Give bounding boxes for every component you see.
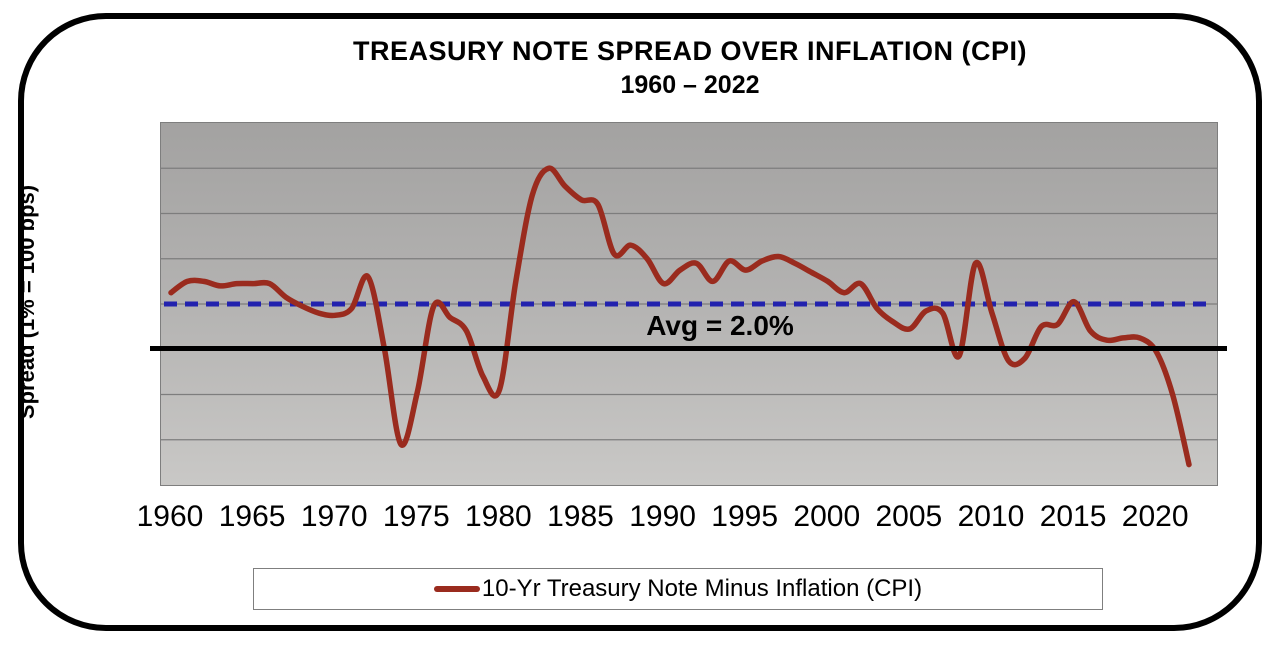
x-tick-label: 1960	[136, 500, 204, 533]
card-border	[18, 13, 1262, 631]
x-tick-label: 2005	[875, 500, 943, 533]
chart-line-svg	[161, 165, 1217, 468]
x-tick-label: 1990	[629, 500, 696, 533]
x-tick-label: 2020	[1121, 500, 1189, 533]
x-tick-label: 1995	[711, 500, 779, 533]
x-tick-label: 2000	[793, 500, 861, 533]
x-tick-label: 1980	[465, 500, 532, 533]
series-line	[168, 165, 1192, 468]
chart-subtitle: 1960 – 2022	[620, 71, 760, 99]
x-tick-label: 1975	[382, 500, 450, 533]
y-axis-title: Spread (1% = 100 bps)	[14, 184, 39, 420]
x-tick-label: 1970	[300, 500, 368, 533]
average-annotation: Avg = 2.0%	[646, 310, 794, 341]
chart-title: TREASURY NOTE SPREAD OVER INFLATION (CPI…	[352, 36, 1028, 66]
legend-label: 10-Yr Treasury Note Minus Inflation (CPI…	[481, 575, 923, 602]
zero-line	[150, 346, 1227, 351]
x-tick-label: 2010	[957, 500, 1025, 533]
x-tick-label: 2015	[1039, 500, 1107, 533]
plot-area	[160, 122, 1218, 486]
x-tick-label: 1965	[218, 500, 286, 533]
legend: 10-Yr Treasury Note Minus Inflation (CPI…	[253, 568, 1103, 610]
series-line-swatch-icon	[433, 586, 480, 592]
x-tick-label: 1985	[547, 500, 614, 533]
